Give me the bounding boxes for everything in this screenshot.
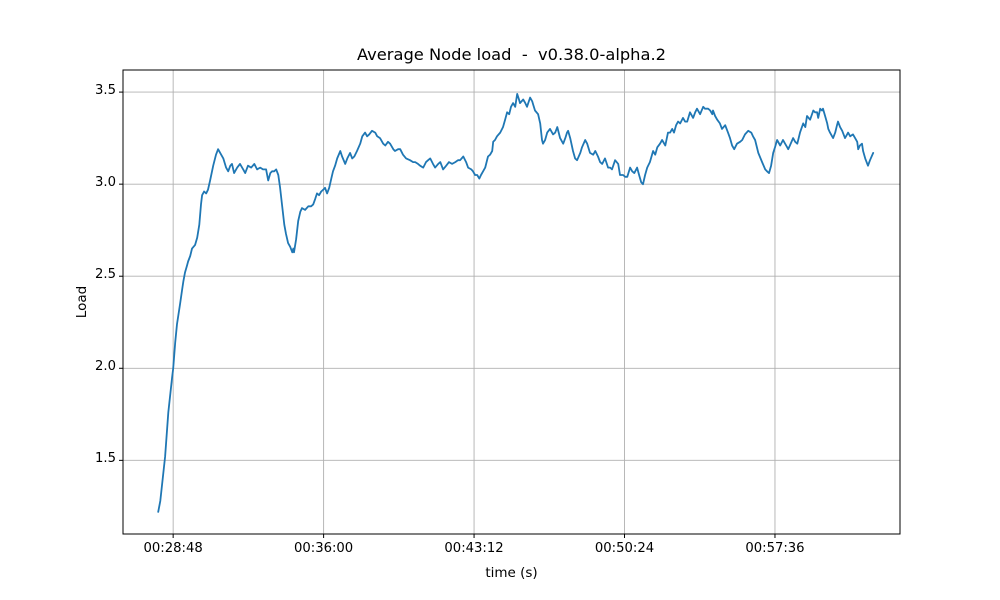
y-tick-label: 2.5 [95,267,116,283]
x-tick-label: 00:28:48 [143,541,203,556]
y-tick-label: 3.0 [95,175,116,191]
x-tick-label: 00:43:12 [444,541,504,556]
y-tick-label: 2.0 [95,359,116,375]
axes-frame [122,69,901,535]
x-axis-label: time (s) [485,565,538,581]
load-series-line [157,93,875,513]
y-tick-label: 1.5 [95,451,116,467]
x-tick-label: 00:36:00 [293,541,354,556]
x-tick-label: 00:50:24 [594,541,655,556]
y-tick-label: 3.5 [95,83,116,99]
x-tick-label: 00:57:36 [745,541,805,556]
chart-title: Average Node load - v0.38.0-alpha.2 [356,45,667,64]
